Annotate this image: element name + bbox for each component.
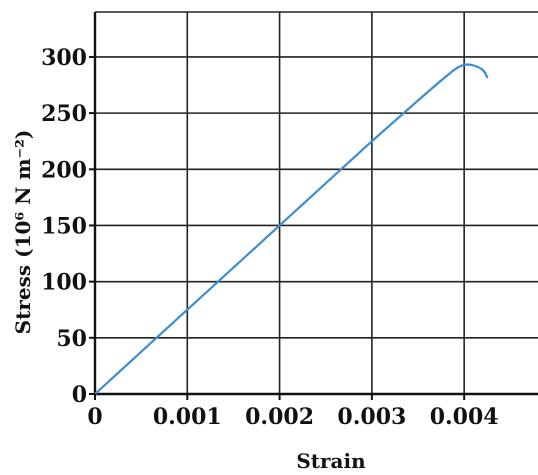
x-tick-label-4: 0.004 [430,404,499,430]
y-tick-label-3: 150 [41,213,87,239]
y-tick-label-1: 50 [56,326,87,352]
y-tick-label-0: 0 [72,382,87,408]
x-tick-label-1: 0.001 [153,404,222,430]
y-tick-label-6: 300 [41,45,87,71]
y-tick-label-2: 100 [41,270,87,296]
series-layer [93,63,489,396]
x-tick-label-2: 0.002 [245,404,314,430]
x-tick-label-0: 0 [87,404,102,430]
y-tick-label-4: 200 [41,157,87,183]
axes [93,12,538,396]
x-axis-title: Strain [296,449,366,473]
x-tick-label-3: 0.003 [337,404,406,430]
grid [95,11,538,394]
tick-labels: 0 50 100 150 200 250 300 0 0.001 0.002 0.003 0.004 [41,45,499,430]
series-line-0 [93,63,489,396]
y-tick-label-5: 250 [41,101,87,127]
y-axis-title: Stress (10⁶ N m⁻²) [11,130,35,335]
